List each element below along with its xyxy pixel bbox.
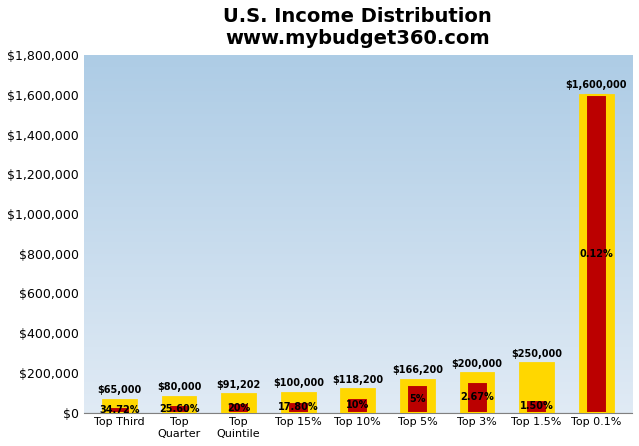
Bar: [169, 405, 190, 413]
Bar: [586, 95, 606, 413]
Bar: [222, 394, 255, 413]
Bar: [527, 400, 547, 413]
Text: $166,200: $166,200: [392, 365, 443, 375]
Bar: [341, 389, 374, 413]
Bar: [580, 95, 613, 413]
Text: 34.72%: 34.72%: [99, 405, 140, 415]
Text: 5%: 5%: [409, 394, 426, 404]
Text: 0.12%: 0.12%: [580, 249, 613, 259]
Text: 2.67%: 2.67%: [460, 392, 494, 402]
Text: $80,000: $80,000: [157, 382, 201, 392]
Bar: [461, 373, 493, 413]
Text: 20%: 20%: [227, 403, 250, 413]
Text: 25.60%: 25.60%: [159, 404, 199, 414]
Bar: [109, 407, 130, 413]
Title: U.S. Income Distribution
www.mybudget360.com: U.S. Income Distribution www.mybudget360…: [224, 7, 492, 48]
Text: $1,600,000: $1,600,000: [566, 80, 627, 91]
Bar: [348, 398, 368, 413]
Text: $91,202: $91,202: [217, 380, 261, 390]
Bar: [228, 403, 249, 413]
Bar: [103, 400, 136, 413]
Text: 17.80%: 17.80%: [278, 402, 319, 412]
Bar: [163, 396, 196, 413]
Text: $200,000: $200,000: [452, 359, 503, 368]
Bar: [407, 385, 428, 413]
Bar: [520, 363, 553, 413]
Bar: [401, 380, 434, 413]
Bar: [282, 393, 314, 413]
Bar: [288, 402, 309, 413]
Text: $100,000: $100,000: [273, 379, 324, 388]
Text: 10%: 10%: [346, 400, 369, 410]
Text: $250,000: $250,000: [511, 349, 562, 359]
Text: $65,000: $65,000: [97, 385, 142, 396]
Text: 1.50%: 1.50%: [520, 401, 553, 411]
Text: $118,200: $118,200: [332, 375, 383, 385]
Bar: [466, 382, 488, 413]
